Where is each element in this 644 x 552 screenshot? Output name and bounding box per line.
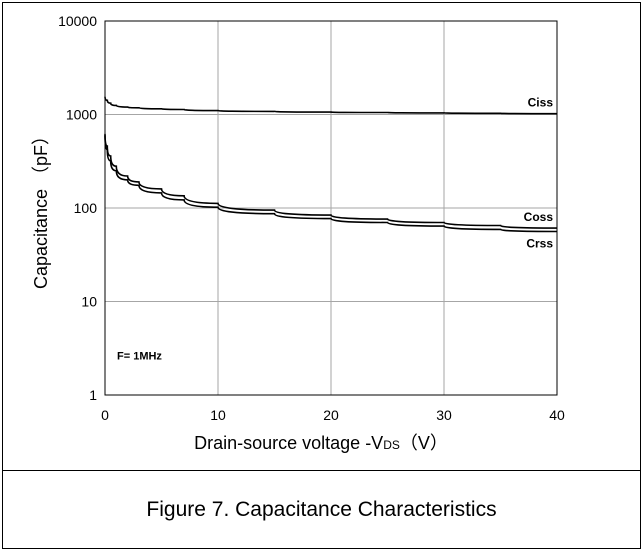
frequency-annotation: F= 1MHz (117, 350, 162, 362)
x-axis-title-main: Drain-source voltage -V (194, 433, 383, 453)
series-lines (104, 96, 558, 233)
series-line-ciss (104, 96, 558, 115)
plot-border (104, 20, 558, 396)
x-tick-label: 10 (210, 407, 226, 423)
y-tick-label: 1 (89, 387, 97, 403)
x-tick-label: 30 (436, 407, 452, 423)
x-tick-label: 40 (549, 407, 565, 423)
x-axis-title: Drain-source voltage -VDS（V） (194, 433, 448, 453)
y-tick-label: 1000 (66, 107, 97, 123)
y-tick-label: 10000 (58, 13, 97, 29)
y-tick-label: 100 (74, 200, 98, 216)
caption-divider (3, 470, 640, 471)
series-line-crss (104, 135, 558, 233)
capacitance-chart: 0 10 20 30 40 1 10 100 1000 10000 Ciss Coss Crss F… (31, 13, 565, 453)
y-tick-labels: 1 10 100 1000 10000 (58, 13, 97, 403)
series-label-coss: Coss (524, 210, 554, 224)
x-tick-labels: 0 10 20 30 40 (101, 407, 565, 423)
x-axis-title-unit: （V） (400, 433, 448, 453)
series-labels: Ciss Coss Crss (524, 96, 554, 251)
y-axis-title: Capacitance （pF） (31, 127, 51, 289)
figure-caption: Figure 7. Capacitance Characteristics (146, 498, 497, 521)
series-label-ciss: Ciss (528, 96, 554, 110)
y-tick-label: 10 (81, 294, 97, 310)
x-tick-label: 0 (101, 407, 109, 423)
grid-lines (104, 20, 558, 396)
series-label-crss: Crss (526, 237, 553, 251)
x-axis-title-subscript: DS (383, 438, 400, 452)
x-tick-label: 20 (323, 407, 339, 423)
